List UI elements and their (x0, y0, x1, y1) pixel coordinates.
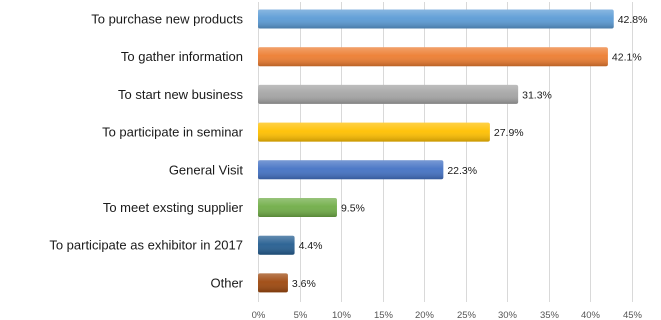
x-tick-label: 40% (581, 310, 601, 320)
bar-shading (258, 9, 614, 29)
bar (258, 47, 608, 67)
value-label: 27.9% (494, 127, 524, 139)
bars (258, 9, 614, 293)
x-tick-label: 20% (415, 310, 435, 320)
bar-shading (258, 235, 295, 255)
bar (258, 160, 444, 180)
x-tick-label: 25% (457, 310, 477, 320)
gridlines (258, 2, 633, 302)
category-label: To purchase new products (91, 12, 243, 27)
x-tick-label: 45% (623, 310, 643, 320)
x-tick-label: 15% (374, 310, 394, 320)
bar-shading (258, 160, 444, 180)
x-axis-tick-labels: 0% 5% 10% 15% 20% 25% 30% 35% 40% 45% (252, 310, 643, 320)
x-tick-label: 30% (498, 310, 518, 320)
x-tick-label: 0% (252, 310, 266, 320)
x-tick-label: 5% (294, 310, 308, 320)
bar-shading (258, 47, 608, 67)
bar-shading (258, 122, 490, 142)
bar (258, 9, 614, 29)
value-label: 42.8% (618, 14, 648, 26)
x-tick-label: 35% (540, 310, 560, 320)
value-label: 3.6% (292, 278, 316, 290)
value-label: 9.5% (341, 203, 365, 215)
category-label: To gather information (121, 49, 243, 64)
category-label: To participate in seminar (102, 125, 244, 140)
bar-shading (258, 198, 337, 217)
category-label: To start new business (118, 87, 244, 102)
bar-shading (258, 84, 519, 104)
value-label: 31.3% (522, 89, 552, 101)
bar (258, 235, 295, 255)
x-tick-label: 10% (332, 310, 352, 320)
bar (258, 198, 337, 217)
bar (258, 273, 288, 293)
bar-shading (258, 273, 288, 293)
value-label: 42.1% (612, 52, 642, 64)
category-labels: To purchase new products To gather inform… (49, 12, 243, 291)
bar (258, 122, 490, 142)
value-label: 4.4% (299, 240, 323, 252)
category-label: To meet exsting supplier (103, 200, 244, 215)
bar (258, 84, 519, 104)
category-label: To participate as exhibitor in 2017 (49, 238, 243, 253)
value-labels: 42.8% 42.1% 31.3% 27.9% 22.3% 9.5% 4.4% 3.6% (292, 14, 648, 290)
category-label: General Visit (169, 162, 244, 177)
value-label: 22.3% (447, 165, 477, 177)
category-label: Other (210, 275, 243, 290)
